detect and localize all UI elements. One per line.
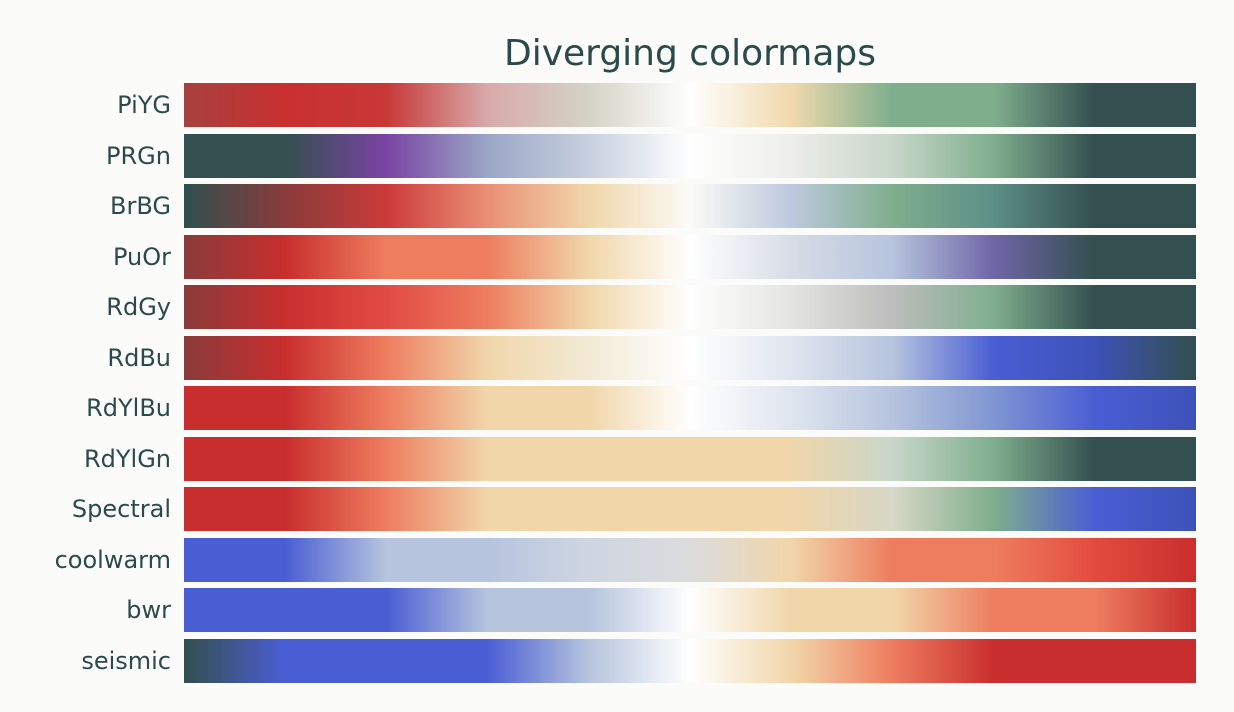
colormap-bar-puor — [184, 235, 1196, 279]
colormap-row-bwr: bwr — [0, 588, 1234, 632]
colormap-bar-prgn — [184, 134, 1196, 178]
colormap-row-brbg: BrBG — [0, 184, 1234, 228]
colormap-label: coolwarm — [54, 546, 171, 574]
colormap-label: PuOr — [112, 243, 171, 271]
colormap-bar-brbg — [184, 184, 1196, 228]
colormap-row-seismic: seismic — [0, 639, 1234, 683]
colormap-row-piyg: PiYG — [0, 83, 1234, 127]
colormap-row-rdylgn: RdYlGn — [0, 437, 1234, 481]
colormap-label: RdGy — [106, 293, 171, 321]
colormap-bar-rdylbu — [184, 386, 1196, 430]
colormap-bar-coolwarm — [184, 538, 1196, 582]
colormap-bar-spectral — [184, 487, 1196, 531]
colormap-label: RdBu — [107, 344, 171, 372]
colormap-row-rdgy: RdGy — [0, 285, 1234, 329]
colormap-row-spectral: Spectral — [0, 487, 1234, 531]
colormap-label: PiYG — [117, 91, 171, 119]
colormap-bar-piyg — [184, 83, 1196, 127]
colormap-label: Spectral — [71, 495, 171, 523]
colormap-row-rdbu: RdBu — [0, 336, 1234, 380]
chart-title: Diverging colormaps — [503, 33, 877, 74]
colormap-bar-seismic — [184, 639, 1196, 683]
colormap-label: BrBG — [110, 192, 171, 220]
colormap-bar-rdgy — [184, 285, 1196, 329]
colormap-row-rdylbu: RdYlBu — [0, 386, 1234, 430]
colormap-label: PRGn — [106, 142, 171, 170]
colormap-bar-rdbu — [184, 336, 1196, 380]
colormap-label: RdYlGn — [83, 445, 171, 473]
colormap-label: RdYlBu — [86, 394, 171, 422]
colormap-label: bwr — [126, 596, 171, 624]
colormap-label: seismic — [81, 647, 171, 675]
colormap-row-prgn: PRGn — [0, 134, 1234, 178]
colormap-row-coolwarm: coolwarm — [0, 538, 1234, 582]
colormap-bar-rdylgn — [184, 437, 1196, 481]
colormap-bar-bwr — [184, 588, 1196, 632]
colormap-row-puor: PuOr — [0, 235, 1234, 279]
